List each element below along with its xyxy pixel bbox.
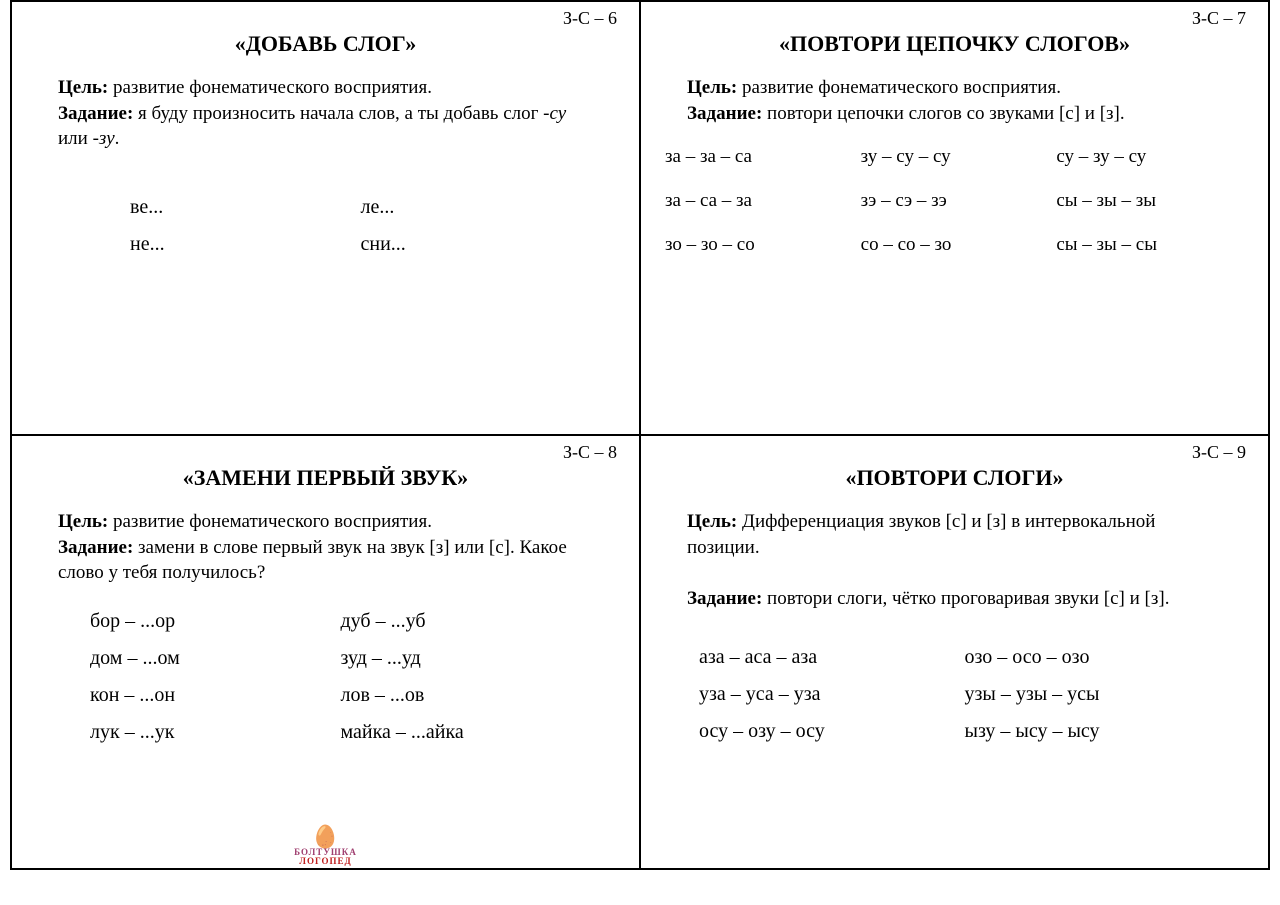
item: ле... (361, 196, 582, 219)
goal-text: развитие фонематического восприятия. (108, 511, 432, 532)
card-8: З-С – 8 «ЗАМЕНИ ПЕРВЫЙ ЗВУК» Цель: разви… (11, 435, 640, 869)
card-meta: Цель: Дифференциация звуков [с] и [з] в … (659, 509, 1250, 612)
task-label: Задание: (687, 588, 762, 609)
goal-label: Цель: (58, 511, 108, 532)
item: озо – осо – озо (965, 646, 1221, 669)
item: лук – ...ук (90, 721, 331, 744)
card-title: «ПОВТОРИ ЦЕПОЧКУ СЛОГОВ» (659, 31, 1250, 57)
task-text: повтори цепочки слогов со звуками [с] и … (762, 103, 1124, 124)
card-6: З-С – 6 «ДОБАВЬ СЛОГ» Цель: развитие фон… (11, 1, 640, 435)
card-7: З-С – 7 «ПОВТОРИ ЦЕПОЧКУ СЛОГОВ» Цель: р… (640, 1, 1269, 435)
items-grid: ве... ле... не... сни... (30, 166, 621, 256)
item: со – со – зо (861, 234, 1049, 256)
item: дуб – ...уб (341, 610, 582, 633)
task-text: повтори слоги, чётко проговаривая звуки … (762, 588, 1169, 609)
item: сы – зы – сы (1056, 234, 1244, 256)
item: зуд – ...уд (341, 647, 582, 670)
goal-text: развитие фонематического восприятия. (108, 77, 432, 98)
item: дом – ...ом (90, 647, 331, 670)
goal-label: Цель: (58, 77, 108, 98)
item: зу – су – су (861, 146, 1049, 168)
logo-line2: ЛОГОПЕД (294, 857, 357, 866)
item: зо – зо – со (665, 234, 853, 256)
card-9: З-С – 9 «ПОВТОРИ СЛОГИ» Цель: Дифференци… (640, 435, 1269, 869)
item: осу – озу – осу (699, 720, 955, 743)
item: ве... (130, 196, 351, 219)
items-grid: бор – ...ор дуб – ...уб дом – ...ом зуд … (30, 600, 621, 744)
task-italic-2: -зу (93, 128, 115, 149)
items-grid: за – за – са зу – су – су су – зу – су з… (659, 140, 1250, 256)
card-title: «ДОБАВЬ СЛОГ» (30, 31, 621, 57)
goal-label: Цель: (687, 511, 737, 532)
goal-label: Цель: (687, 77, 737, 98)
item: майка – ...айка (341, 721, 582, 744)
logo-icon: 🥚 (294, 826, 357, 848)
item: сы – зы – зы (1056, 190, 1244, 212)
task-text-pre: я буду произносить начала слов, а ты доб… (133, 103, 543, 124)
goal-text: развитие фонематического восприятия. (737, 77, 1061, 98)
card-title: «ПОВТОРИ СЛОГИ» (659, 465, 1250, 491)
item: лов – ...ов (341, 684, 582, 707)
item: зэ – сэ – зэ (861, 190, 1049, 212)
task-post: . (115, 128, 120, 149)
task-italic-1: -су (543, 103, 566, 124)
items-grid: аза – аса – аза озо – осо – озо уза – ус… (659, 626, 1250, 743)
item: ызу – ысу – ысу (965, 720, 1221, 743)
item: кон – ...он (90, 684, 331, 707)
page-code: З-С – 8 (30, 442, 621, 463)
item: не... (130, 233, 351, 256)
task-label: Задание: (58, 103, 133, 124)
footer-logo: 🥚 БОЛТУШКА ЛОГОПЕД (294, 826, 357, 866)
card-meta: Цель: развитие фонематического восприяти… (659, 75, 1250, 126)
card-title: «ЗАМЕНИ ПЕРВЫЙ ЗВУК» (30, 465, 621, 491)
page-code: З-С – 9 (659, 442, 1250, 463)
task-label: Задание: (58, 537, 133, 558)
task-mid: или (58, 128, 93, 149)
card-meta: Цель: развитие фонематического восприяти… (30, 75, 621, 152)
card-meta: Цель: развитие фонематического восприяти… (30, 509, 621, 586)
item: узы – узы – усы (965, 683, 1221, 706)
item: сни... (361, 233, 582, 256)
item: аза – аса – аза (699, 646, 955, 669)
item: за – са – за (665, 190, 853, 212)
task-text: замени в слове первый звук на звук [з] и… (58, 537, 567, 584)
worksheet-grid: З-С – 6 «ДОБАВЬ СЛОГ» Цель: развитие фон… (10, 0, 1270, 870)
item: су – зу – су (1056, 146, 1244, 168)
page-code: З-С – 7 (659, 8, 1250, 29)
item: уза – уса – уза (699, 683, 955, 706)
item: за – за – са (665, 146, 853, 168)
item: бор – ...ор (90, 610, 331, 633)
page-code: З-С – 6 (30, 8, 621, 29)
task-label: Задание: (687, 103, 762, 124)
goal-text: Дифференциация звуков [с] и [з] в интерв… (687, 511, 1155, 558)
